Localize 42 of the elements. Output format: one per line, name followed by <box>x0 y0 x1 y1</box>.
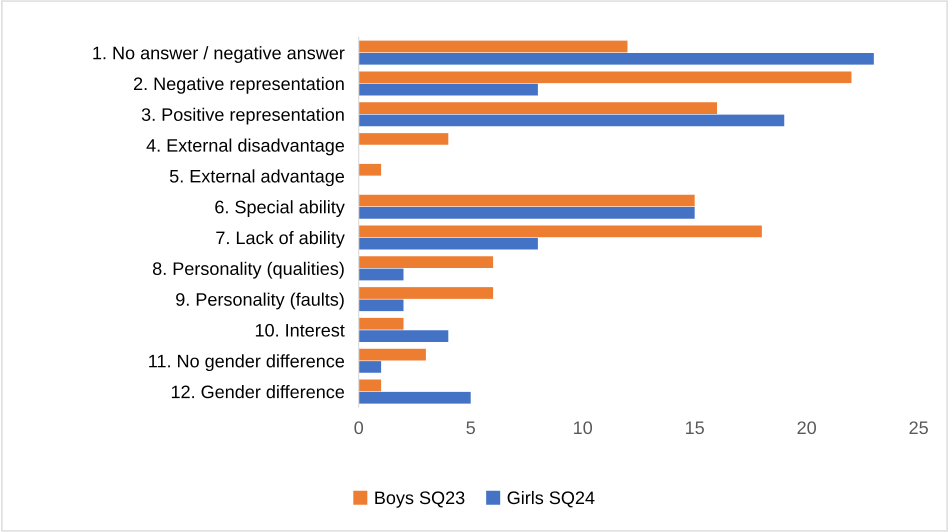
y-tick-label: 12. Gender difference <box>172 385 344 398</box>
bar <box>358 226 762 238</box>
legend-label: Boys SQ23 <box>375 491 464 508</box>
bar <box>358 361 382 373</box>
x-tick-label: 20 <box>798 421 816 434</box>
legend-label: Girls SQ24 <box>508 490 594 508</box>
bar <box>358 348 426 360</box>
bar <box>358 71 852 84</box>
y-tick-label: 11. No gender difference <box>149 354 344 372</box>
bar <box>358 287 494 299</box>
bar <box>358 318 404 330</box>
y-tick-label: 7. Lack of ability <box>216 230 345 248</box>
y-tick-label: 3. Positive representation <box>142 108 344 125</box>
bar <box>358 268 404 280</box>
bar <box>358 133 448 145</box>
y-tick-label: 9. Personality (faults) <box>176 292 344 310</box>
bar <box>358 207 695 219</box>
y-tick-label: 1. No answer / negative answer <box>93 46 345 63</box>
y-tick-label: 5. External advantage <box>170 169 344 186</box>
bar <box>358 102 718 114</box>
bar <box>358 256 494 268</box>
x-tick-label: 10 <box>574 421 592 434</box>
x-tick-label: 25 <box>910 421 928 434</box>
x-tick-label: 15 <box>686 422 704 434</box>
y-tick-label: 8. Personality (qualities) <box>152 262 344 279</box>
bar <box>358 299 404 312</box>
y-tick-label: 2. Negative representation <box>134 76 344 94</box>
bar <box>358 392 471 404</box>
bar <box>358 52 874 65</box>
y-tick-label: 4. External disadvantage <box>146 138 344 156</box>
bar <box>358 238 538 250</box>
y-tick-label: 10. Interest <box>256 324 345 337</box>
x-tick-label: 5 <box>466 422 475 434</box>
bar <box>358 84 538 96</box>
y-tick-label: 6. Special ability <box>215 200 345 217</box>
bar <box>358 114 784 126</box>
bar <box>358 164 382 176</box>
bar <box>358 40 628 52</box>
bar <box>358 330 448 342</box>
bar <box>358 194 695 206</box>
bar <box>358 380 382 392</box>
x-tick-label: 0 <box>354 421 364 434</box>
